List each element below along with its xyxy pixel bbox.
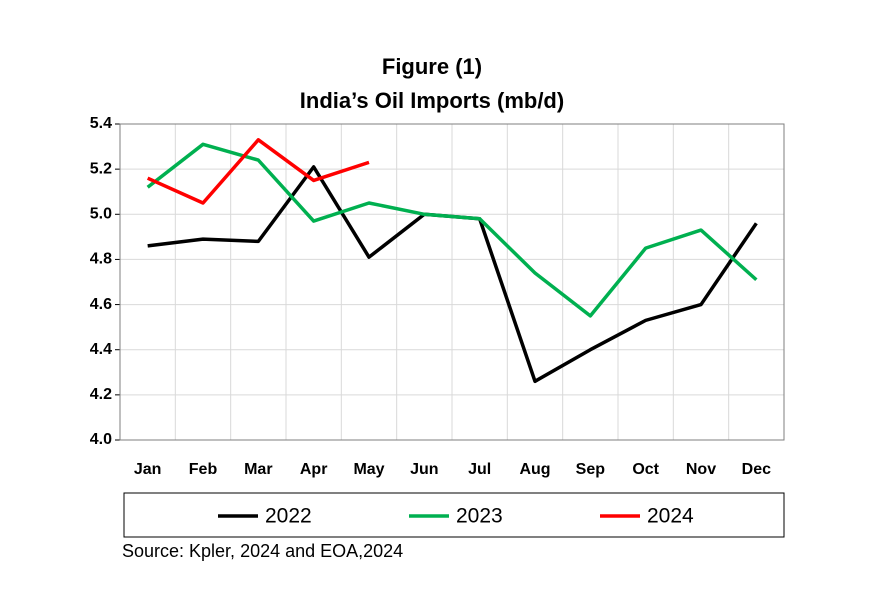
y-tick-label: 5.2 (90, 160, 112, 177)
y-tick-label: 5.0 (90, 206, 112, 223)
x-tick-label: Aug (519, 461, 550, 478)
legend-label: 2022 (265, 505, 312, 528)
x-tick-label: Sep (576, 461, 606, 478)
y-tick-label: 4.6 (90, 296, 112, 313)
chart-subtitle: India’s Oil Imports (mb/d) (300, 88, 564, 113)
chart-title: Figure (1) (382, 54, 482, 79)
series-line (146, 142, 758, 318)
x-tick-label: Jul (468, 461, 491, 478)
x-tick-label: Jan (134, 461, 162, 478)
y-tick-label: 5.4 (90, 115, 112, 132)
x-tick-label: Mar (244, 461, 272, 478)
x-tick-label: Jun (410, 461, 438, 478)
y-tick-label: 4.4 (90, 341, 112, 358)
source-note: Source: Kpler, 2024 and EOA,2024 (122, 541, 403, 561)
plot-border (119, 123, 785, 441)
x-tick-label: Nov (686, 461, 716, 478)
legend-label: 2024 (647, 505, 694, 528)
x-tick-label: Apr (300, 461, 328, 478)
y-tick-label: 4.8 (90, 251, 112, 268)
series-line (146, 138, 370, 205)
x-tick-label: Feb (189, 461, 218, 478)
x-tick-label: Oct (632, 461, 659, 478)
y-tick-label: 4.2 (90, 386, 112, 403)
x-tick-label: May (353, 461, 384, 478)
legend-label: 2023 (456, 505, 503, 528)
x-tick-label: Dec (742, 461, 771, 478)
y-tick-label: 4.0 (90, 431, 112, 448)
